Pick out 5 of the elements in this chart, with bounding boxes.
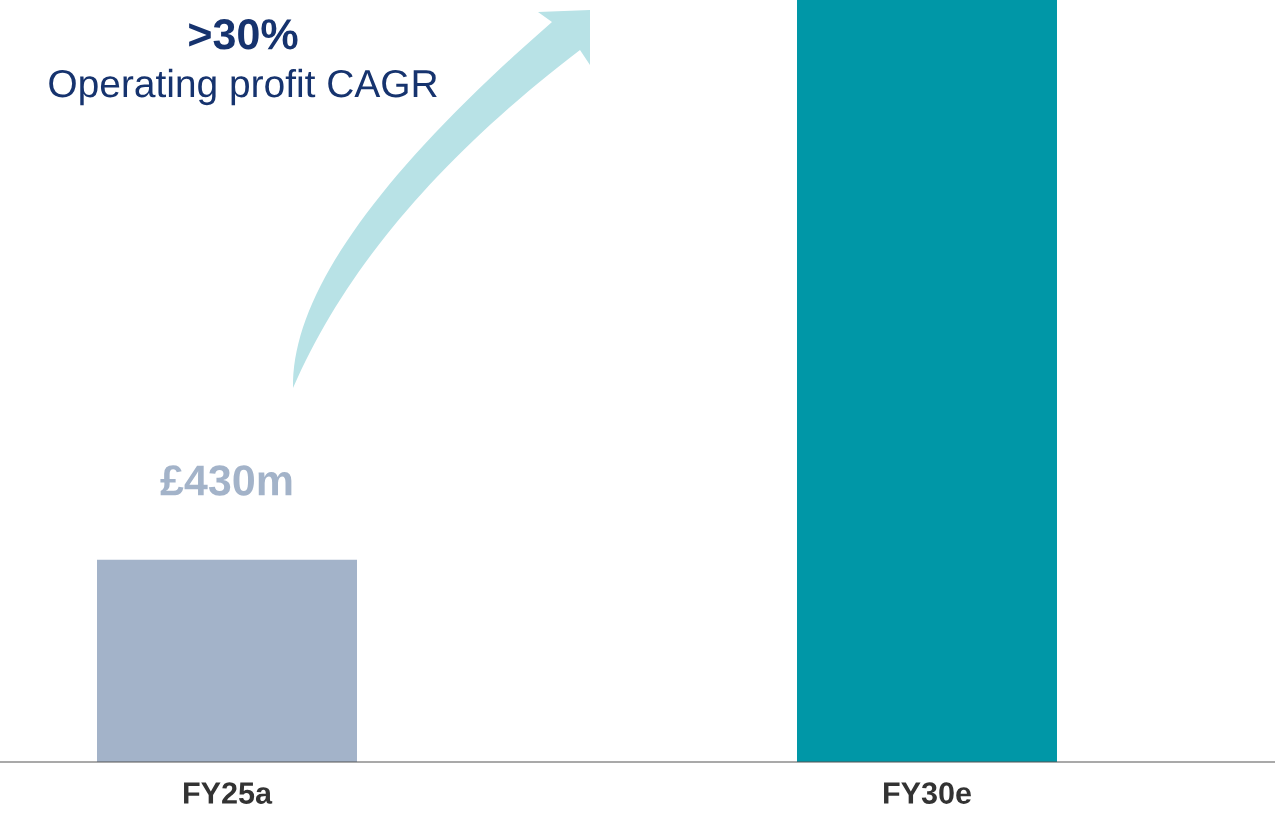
annotation: Operating profit CAGR <box>49 68 437 106</box>
x-tick-label: FY30e <box>884 782 971 804</box>
annotation: >30% <box>189 19 298 50</box>
data-label: £430m <box>160 465 292 496</box>
x-tick-label: FY25a <box>184 782 273 804</box>
